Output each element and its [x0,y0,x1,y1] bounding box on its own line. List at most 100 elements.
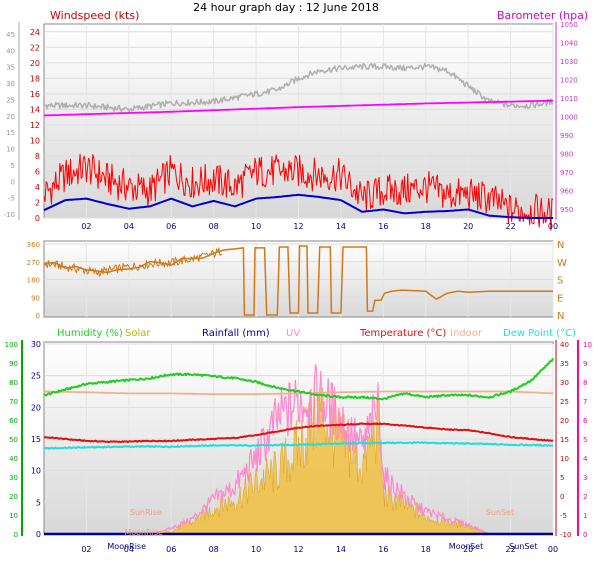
temperature-tick-labels: 40 35 30 25 20 15 10 5 0 -5 -10 [560,341,571,539]
solar-tick: 0 [36,530,41,539]
temperature-tick: 15 [560,436,569,444]
wind-left-tick: 14 [30,105,40,114]
baro-right-tick-labels: 1050 1040 1030 1020 1010 1000 990 980 970 960 950 [560,21,578,214]
wind-average-line [43,193,553,219]
baro-tick: 970 [560,169,573,177]
solar-tick: 10 [31,467,41,476]
sun-moon-annotations: SunRise SunSet MoonRise MoonRise Moon Set SunS… [107,508,537,551]
uv-tick: 10 [583,341,592,349]
chart-title: 24 hour graph day : 12 June 2018 [193,1,379,14]
annotation-label: Moon [449,542,471,551]
wind-left-tick: 20 [30,59,40,68]
legend-label: Dew Point (°C) [503,328,576,339]
wind-outer-tick: 20 [6,113,15,121]
temperature-line [43,422,554,444]
multi-x-tick: 10 [251,545,261,554]
humidity-tick: 60 [9,417,18,425]
direction-jitter-line [43,246,223,278]
wind-x-tick: 06 [166,222,176,231]
wind-gridlines [44,24,554,219]
uv-tick: 5 [583,436,587,444]
multi-x-tick: 14 [336,545,346,554]
annotation-label: MoonRise [107,542,146,551]
wind-left-tick: 24 [30,28,40,37]
compass-label: W [557,258,567,269]
wind-outer-tick: 45 [6,31,15,39]
compass-label: N [557,311,564,322]
legend-label: UV [286,328,300,339]
direction-left-tick-labels: 360 270 180 90 0 [27,241,40,320]
dewpoint-line [43,441,554,450]
humidity-tick: 10 [9,512,18,520]
temperature-tick: -5 [560,512,567,520]
direction-tick: 180 [27,277,40,285]
wind-outer-tick: 5 [11,162,15,170]
solar-tick: 30 [31,340,41,349]
multi-x-tick: 22 [505,545,515,554]
baro-tick: 1010 [560,95,578,103]
legend-label: Indoor [450,328,483,339]
wind-x-tick: 20 [463,222,473,231]
humidity-tick: 80 [9,379,18,387]
wind-outer-tick: 10 [6,146,15,154]
barometer-line [43,99,553,117]
wind-left-tick: 8 [35,152,40,161]
wind-x-tick: 00 [548,222,558,231]
multi-x-tick: 12 [293,545,303,554]
barometer-label: Barometer (hpa) [497,9,588,22]
uv-tick: 2 [583,493,587,501]
wind-outer-tick: 40 [6,47,15,55]
multi-x-tick-labels: 02 04 06 08 10 12 14 16 18 20 22 00 [81,545,558,554]
wind-x-tick: 18 [421,222,431,231]
wind-series [43,62,554,231]
wind-x-tick: 16 [378,222,388,231]
annotation-label: MoonRise [124,528,163,537]
wind-left-tick: 6 [35,167,40,176]
baro-tick: 1020 [560,76,578,84]
humidity-tick: 70 [9,398,18,406]
multi-x-tick: 04 [124,545,134,554]
grey-trace-line [43,62,554,113]
humidity-line [43,357,554,401]
wind-x-tick: 02 [81,222,91,231]
windspeed-label: Windspeed (kts) [50,9,139,22]
temperature-tick: 10 [560,455,569,463]
multi-x-tick: 18 [421,545,431,554]
wind-outer-tick: 25 [6,96,15,104]
wind-left-tick: 18 [30,74,40,83]
wind-left-tick: 16 [30,90,40,99]
wind-outer-tick-labels: 45 40 35 30 25 20 15 10 5 0 -5 -10 [4,31,15,219]
multi-legend: Humidity (%) Solar Rainfall (mm) UV Temperat… [57,328,576,339]
wind-outer-tick: 0 [11,178,15,186]
uv-tick: 7 [583,398,587,406]
temperature-tick: 30 [560,379,569,387]
humidity-tick: 40 [9,455,18,463]
uv-tick: 4 [583,455,588,463]
multi-x-tick: 06 [166,545,176,554]
wind-gust-line [43,153,554,231]
wind-outer-tick: 35 [6,64,15,72]
multi-x-tick: 16 [378,545,388,554]
direction-tick: 360 [27,241,40,249]
baro-tick: 1000 [560,113,578,121]
legend-label: Rainfall (mm) [202,328,270,339]
solar-tick: 5 [36,498,41,507]
multi-x-tick: 00 [548,545,558,554]
temperature-tick: 5 [560,474,564,482]
legend-label: Solar [125,328,151,339]
wind-outer-tick: -5 [8,195,15,203]
wind-left-tick: 0 [35,214,40,223]
multi-x-tick: 20 [463,545,473,554]
annotation-label: SunSet [486,508,514,517]
direction-series [43,245,553,316]
humidity-tick: 100 [5,341,18,349]
baro-tick: 1050 [560,21,578,29]
wind-outer-tick: 15 [6,129,15,137]
temperature-tick: 20 [560,417,569,425]
